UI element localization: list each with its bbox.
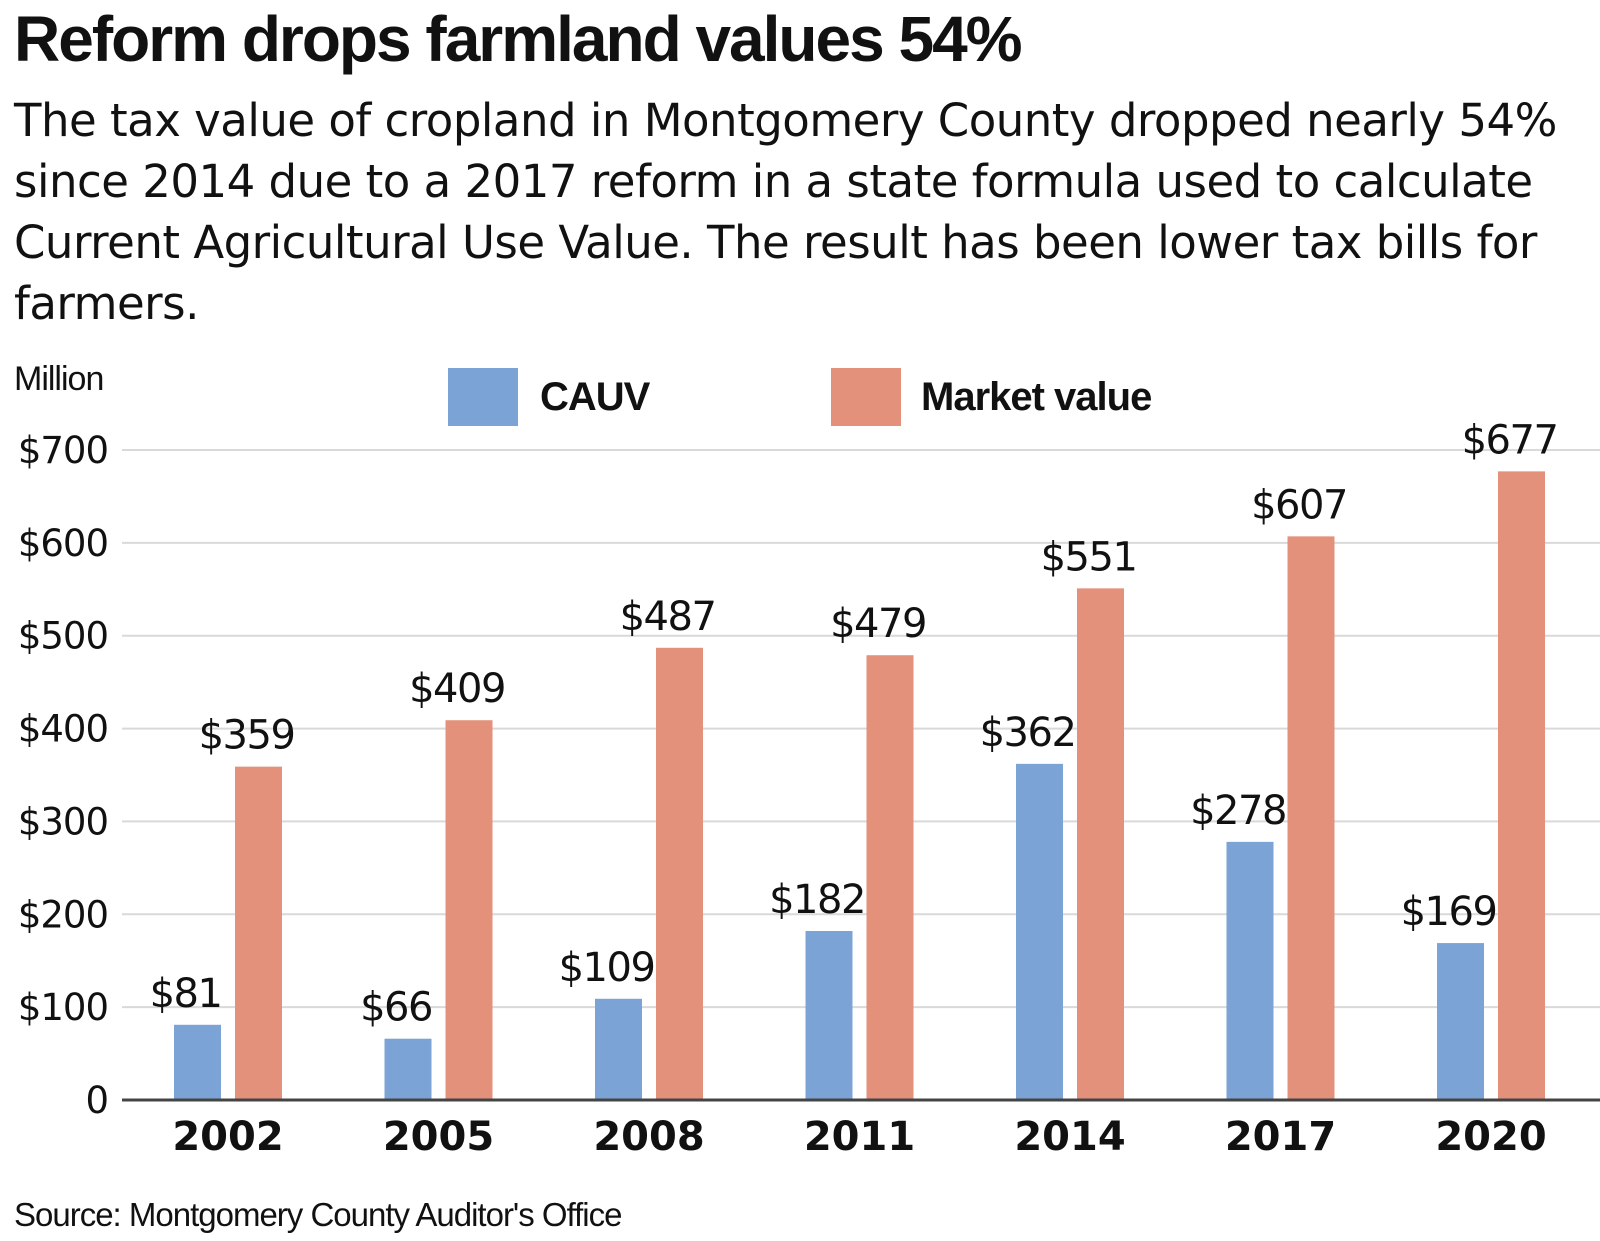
x-tick-label: 2011 (804, 1114, 915, 1160)
bar-cauv-2005 (384, 1038, 432, 1100)
y-tick-label: $300 (18, 800, 108, 843)
data-label: $169 (1401, 889, 1497, 935)
legend-swatch-market-value (831, 368, 901, 426)
bar-cauv-2020 (1437, 943, 1484, 1100)
y-tick-label: $700 (18, 429, 108, 472)
data-label: $66 (360, 985, 432, 1031)
bar-market-value-2008 (656, 647, 703, 1100)
bar-chart: CAUV Market value $81 $359 $66 $409 $109 $487 $… (14, 360, 1600, 1160)
x-tick-label: 2008 (593, 1114, 704, 1160)
chart-subhead: The tax value of cropland in Montgomery … (14, 94, 1557, 330)
bar-market-value-2005 (445, 720, 493, 1100)
x-tick-label: 2005 (383, 1114, 494, 1160)
legend-label-market-value: Market value (921, 375, 1151, 419)
y-tick-label: $400 (18, 708, 108, 751)
y-tick-label: $100 (18, 986, 108, 1029)
data-label: $607 (1251, 482, 1347, 528)
x-tick-label: 2002 (172, 1114, 283, 1160)
data-label: $359 (199, 713, 295, 759)
bar-cauv-2017 (1226, 841, 1274, 1100)
bar-market-value-2017 (1287, 536, 1335, 1100)
bar-market-value-2014 (1077, 588, 1124, 1100)
data-label: $551 (1041, 534, 1137, 580)
data-label: $81 (150, 971, 222, 1017)
data-label: $677 (1462, 417, 1558, 463)
x-tick-label: 2020 (1435, 1114, 1546, 1160)
y-axis-unit-label: Million (14, 360, 103, 398)
y-tick-label: $200 (18, 893, 108, 936)
data-label: $362 (980, 710, 1076, 756)
bar-market-value-2020 (1498, 471, 1545, 1100)
data-label: $182 (769, 877, 865, 923)
bar-market-value-2011 (866, 655, 914, 1100)
data-label: $487 (620, 594, 716, 640)
y-tick-label: $600 (18, 522, 108, 565)
bar-cauv-2008 (595, 998, 642, 1100)
data-label: $479 (830, 601, 926, 647)
x-tick-label: 2017 (1225, 1114, 1336, 1160)
y-tick-label: 0 (85, 1079, 108, 1122)
bar-cauv-2011 (805, 931, 853, 1100)
y-tick-label: $500 (18, 615, 108, 658)
source-note: Source: Montgomery County Auditor's Offi… (14, 1196, 622, 1233)
legend-swatch-cauv (448, 368, 518, 426)
x-tick-label: 2014 (1014, 1114, 1125, 1160)
data-label: $409 (409, 666, 505, 712)
data-label: $109 (559, 945, 655, 991)
data-label: $278 (1190, 788, 1286, 834)
chart-headline: Reform drops farmland values 54% (14, 3, 1023, 75)
bar-cauv-2002 (174, 1024, 221, 1100)
legend-label-cauv: CAUV (540, 375, 651, 419)
bar-market-value-2002 (235, 766, 282, 1100)
bar-cauv-2014 (1016, 763, 1063, 1100)
